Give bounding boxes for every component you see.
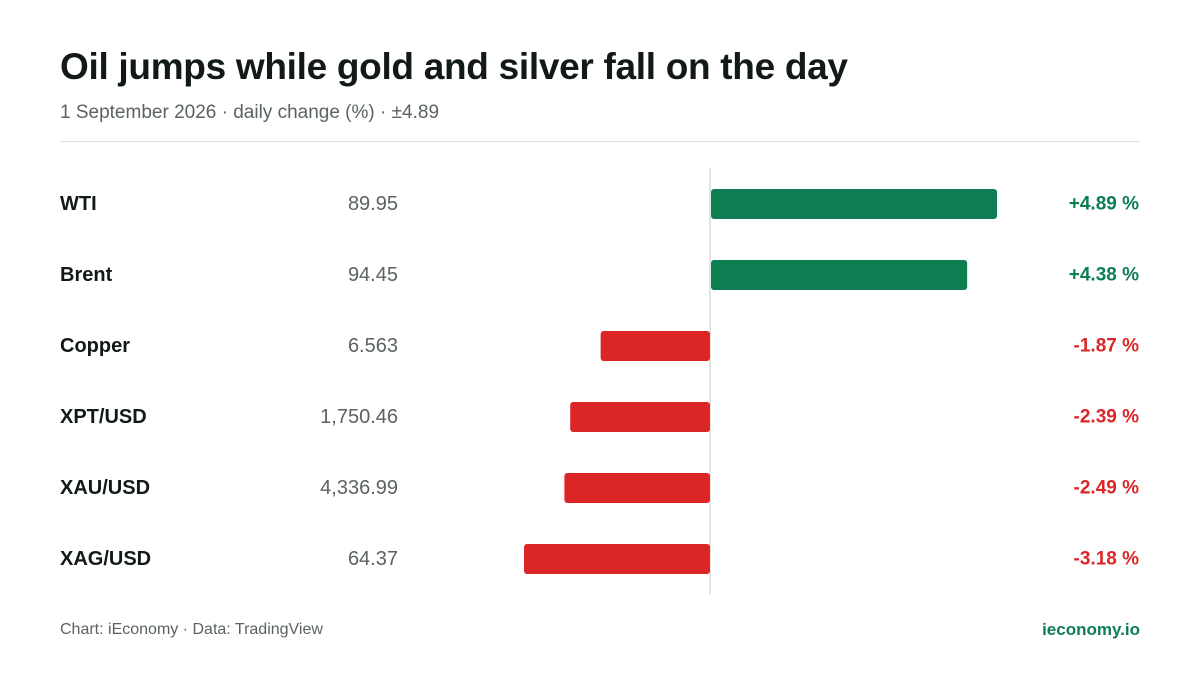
price-value: 64.37	[348, 548, 398, 570]
change-value-label: -3.18 %	[1074, 549, 1140, 570]
chart-title: Oil jumps while gold and silver fall on …	[60, 46, 848, 87]
change-bar	[564, 473, 710, 503]
change-value-label: +4.38 %	[1069, 265, 1139, 286]
price-value: 6.563	[348, 335, 398, 357]
change-value-label: -1.87 %	[1074, 336, 1140, 357]
category-label: XAU/USD	[60, 477, 150, 499]
header-divider	[60, 141, 1140, 142]
brand-link[interactable]: ieconomy.io	[1042, 620, 1140, 639]
change-bar	[711, 189, 997, 219]
price-value: 89.95	[348, 193, 398, 215]
category-label: WTI	[60, 193, 97, 215]
category-label: Copper	[60, 335, 130, 357]
change-bar	[524, 544, 710, 574]
price-value: 94.45	[348, 264, 398, 286]
change-value-label: -2.39 %	[1074, 407, 1140, 428]
category-label: Brent	[60, 264, 113, 286]
change-value-label: +4.89 %	[1069, 194, 1139, 215]
price-value: 1,750.46	[320, 406, 398, 428]
category-label: XAG/USD	[60, 548, 151, 570]
change-bar	[570, 402, 710, 432]
change-value-label: -2.49 %	[1074, 478, 1140, 499]
source-credit: Chart: iEconomy · Data: TradingView	[60, 621, 323, 638]
chart-subtitle: 1 September 2026 · daily change (%) · ±4…	[60, 102, 440, 123]
change-bar	[711, 260, 968, 290]
price-value: 4,336.99	[320, 477, 398, 499]
category-label: XPT/USD	[60, 406, 147, 428]
change-bar	[600, 331, 710, 361]
